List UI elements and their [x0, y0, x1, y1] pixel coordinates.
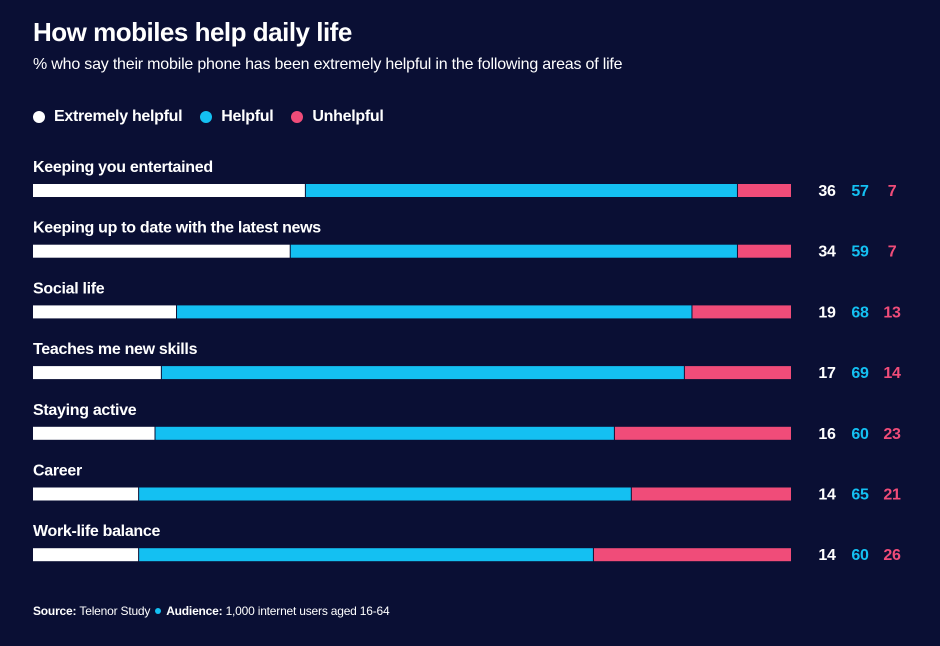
data-label: 26	[883, 547, 901, 564]
data-label: 23	[883, 426, 901, 443]
data-label: 60	[851, 426, 869, 443]
bar-segment	[290, 244, 737, 258]
bar-segment	[33, 305, 177, 319]
legend-label-extremely-helpful: Extremely helpful	[54, 108, 183, 125]
data-label: 36	[818, 183, 836, 200]
legend-dot-helpful	[200, 111, 213, 123]
bar-segment	[692, 305, 791, 319]
legend-dot-extremely-helpful	[33, 111, 45, 123]
bar-segment	[593, 548, 791, 562]
data-label: 14	[818, 487, 836, 504]
legend-item-helpful: Helpful	[200, 108, 274, 126]
bar-segment	[33, 184, 305, 197]
data-label: 19	[818, 304, 836, 321]
bar-segment	[631, 487, 791, 501]
footer-source-label: Source:	[33, 604, 77, 618]
chart-subtitle: % who say their mobile phone has been ex…	[33, 56, 623, 73]
data-label: 57	[851, 183, 869, 200]
category-label: Staying active	[33, 402, 137, 419]
legend-item-unhelpful: Unhelpful	[291, 108, 384, 126]
bar-segment	[33, 426, 155, 440]
bar-segment	[139, 548, 593, 562]
bar-segment	[33, 244, 290, 258]
footer-separator-dot	[155, 608, 162, 614]
bar-segment	[139, 487, 631, 501]
data-label: 14	[883, 365, 901, 382]
bar-segment	[33, 487, 139, 501]
category-label: Teaches me new skills	[33, 341, 198, 358]
legend-item-extremely-helpful: Extremely helpful	[33, 108, 183, 126]
footer: Source: Telenor Study Audience: 1,000 in…	[33, 604, 390, 618]
legend-label-unhelpful: Unhelpful	[312, 108, 384, 125]
data-label: 21	[883, 487, 901, 504]
legend-dot-unhelpful	[291, 111, 304, 123]
data-label: 16	[818, 426, 836, 443]
bar-segment	[684, 366, 791, 380]
data-label: 60	[851, 547, 869, 564]
bar-segment	[155, 426, 614, 440]
legend: Extremely helpful Helpful Unhelpful	[33, 108, 401, 126]
bar-segment	[33, 548, 139, 562]
legend-label-helpful: Helpful	[221, 108, 274, 125]
bar-segment	[161, 366, 684, 380]
data-label: 13	[883, 304, 901, 321]
bar-segment	[33, 366, 161, 380]
bar-segment	[177, 305, 692, 319]
chart-title: How mobiles help daily life	[33, 17, 352, 47]
data-label: 7	[888, 183, 897, 200]
data-label: 69	[851, 365, 869, 382]
footer-audience-value: 1,000 internet users aged 16-64	[225, 604, 390, 618]
data-label: 34	[818, 244, 836, 261]
data-label: 59	[851, 244, 869, 261]
category-label: Social life	[33, 280, 105, 297]
footer-source-value: Telenor Study	[79, 604, 151, 618]
bar-segment	[614, 426, 791, 440]
data-label: 17	[818, 365, 836, 382]
category-label: Keeping up to date with the latest news	[33, 220, 321, 237]
bar-segment	[737, 244, 791, 258]
data-label: 14	[818, 547, 836, 564]
stacked-bar-chart: Keeping you entertained 36 57 7 Keeping up t…	[33, 159, 901, 564]
data-label: 7	[888, 244, 897, 261]
category-label: Work-life balance	[33, 523, 160, 540]
data-label: 68	[851, 304, 869, 321]
footer-audience-label: Audience:	[166, 604, 223, 618]
bar-segment	[737, 184, 791, 197]
category-label: Keeping you entertained	[33, 159, 213, 176]
bar-segment	[305, 184, 737, 197]
data-label: 65	[851, 487, 869, 504]
category-label: Career	[33, 463, 82, 480]
